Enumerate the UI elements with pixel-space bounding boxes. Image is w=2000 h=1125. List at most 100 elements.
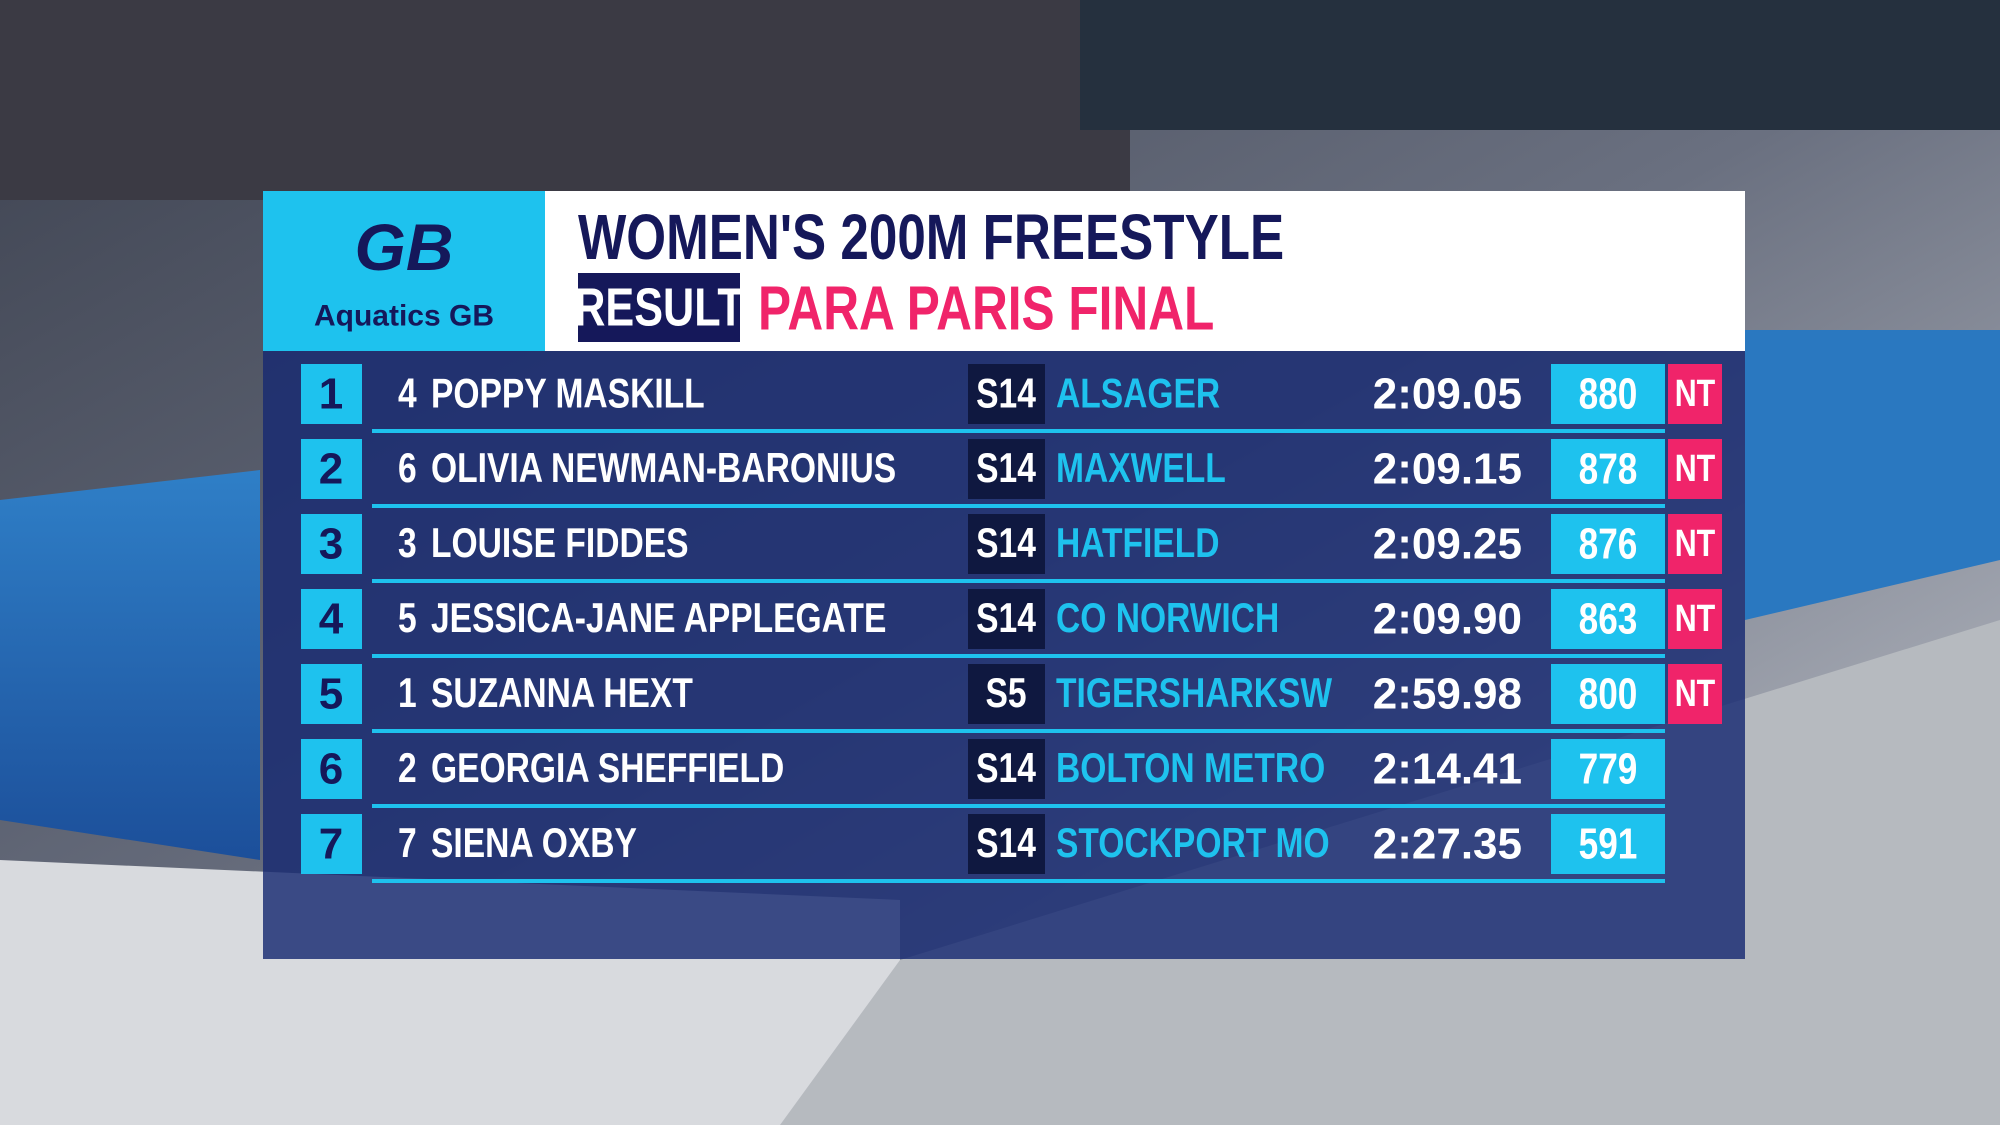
time: 2:09.15 [1373,445,1522,494]
swimmer-name: GEORGIA SHEFFIELD [431,746,784,792]
time: 2:09.25 [1373,520,1522,569]
points-box [1551,739,1665,799]
position: 4 [319,595,344,644]
time: 2:14.41 [1373,745,1522,794]
swimmer-name: SIENA OXBY [431,821,637,867]
record-box [1668,589,1722,649]
record-box [1668,364,1722,424]
record-box [1668,664,1722,724]
lane: 4 [398,371,417,417]
record: NT [1675,673,1716,715]
club: HATFIELD [1056,521,1220,567]
points: 591 [1579,820,1638,869]
position: 1 [319,370,343,419]
position: 3 [319,520,343,569]
row-divider [372,804,1665,808]
position: 6 [319,745,343,794]
club: MAXWELL [1056,446,1226,492]
row-divider [372,429,1665,433]
position: 2 [319,445,343,494]
club: STOCKPORT MO [1056,821,1330,867]
crowd [0,0,1130,200]
position-box [301,664,362,724]
row-divider [372,729,1665,733]
position-box [301,439,362,499]
class: S14 [976,821,1036,867]
swimmer-name: LOUISE FIDDES [431,521,689,567]
points-box [1551,814,1665,874]
lane: 5 [398,596,417,642]
record-box [1668,439,1722,499]
class: S14 [976,596,1036,642]
points-box [1551,664,1665,724]
lane: 7 [398,821,417,867]
club: ALSAGER [1056,371,1220,417]
event-subtitle: PARA PARIS FINAL [758,273,1214,343]
row-divider [372,504,1665,508]
logo-mark: GB [355,210,454,284]
results-rows: 1 4 POPPY MASKILL S14 ALSAGER 2:09.05 880 NT2 6 O… [301,364,1722,883]
swimmer-name: POPPY MASKILL [431,371,705,417]
points-box [1551,439,1665,499]
position-box [301,589,362,649]
record: NT [1675,448,1716,490]
class-box [968,814,1045,874]
points-box [1551,589,1665,649]
class-box [968,364,1045,424]
position-box [301,739,362,799]
time: 2:59.98 [1373,670,1522,719]
header-box [545,191,1745,351]
points: 800 [1579,670,1638,719]
logo-text: Aquatics GB [314,300,494,333]
row-divider [372,579,1665,583]
time: 2:09.05 [1373,370,1522,419]
points: 876 [1579,520,1638,569]
lane: 2 [398,746,417,792]
position-box [301,514,362,574]
logo-box [263,191,545,351]
class-box [968,664,1045,724]
position-box [301,364,362,424]
points: 880 [1579,370,1638,419]
swimmer-name: SUZANNA HEXT [431,671,693,717]
record: NT [1675,598,1716,640]
class: S14 [976,446,1036,492]
position-box [301,814,362,874]
points: 878 [1579,445,1638,494]
points-box [1551,364,1665,424]
pool [0,470,260,860]
lane: 6 [398,446,417,492]
result-label: RESULT [574,278,744,338]
record: NT [1675,373,1716,415]
row-divider [372,654,1665,658]
class: S14 [976,521,1036,567]
record-box [1668,514,1722,574]
points: 779 [1579,745,1638,794]
time: 2:27.35 [1373,820,1522,869]
row-divider [372,879,1665,883]
class-box [968,439,1045,499]
lane: 3 [398,521,417,567]
pool-right [1745,330,2000,620]
class: S5 [985,671,1026,717]
points-box [1551,514,1665,574]
class: S14 [976,371,1036,417]
club: TIGERSHARKSW [1056,671,1332,717]
points: 863 [1579,595,1638,644]
club: BOLTON METRO [1056,746,1325,792]
upper-stand [1080,0,2000,130]
record: NT [1675,523,1716,565]
class-box [968,514,1045,574]
position: 5 [319,670,343,719]
class-box [968,589,1045,649]
class-box [968,739,1045,799]
class: S14 [976,746,1036,792]
position: 7 [319,820,343,869]
result-label-box [578,273,740,342]
lane: 1 [398,671,417,717]
event-title: WOMEN'S 200M FREESTYLE [578,203,1284,274]
time: 2:09.90 [1373,595,1522,644]
club: CO NORWICH [1056,596,1279,642]
